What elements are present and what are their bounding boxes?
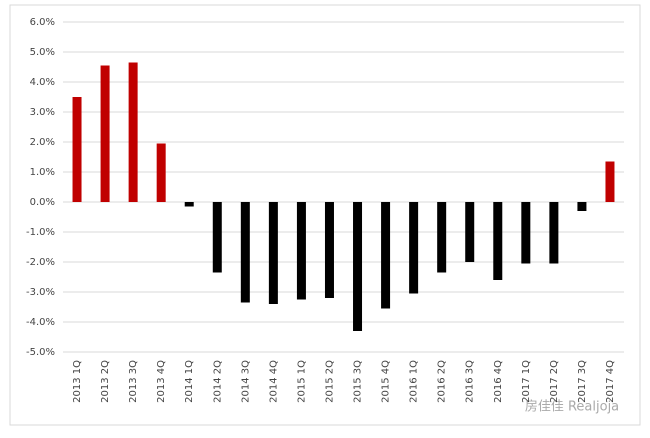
x-tick-label: 2015 2Q: [324, 360, 335, 403]
chart-frame: [9, 4, 641, 426]
x-tick-label: 2013 1Q: [72, 360, 83, 403]
x-tick-label: 2014 3Q: [240, 360, 251, 403]
x-tick-label: 2014 1Q: [184, 360, 195, 403]
bar: [381, 202, 391, 309]
bar: [128, 62, 138, 202]
y-tick-label: 5.0%: [30, 47, 55, 58]
x-tick-label: 2013 4Q: [156, 360, 167, 403]
bar: [409, 202, 419, 294]
bar: [72, 97, 82, 202]
bar: [577, 202, 587, 211]
bar: [465, 202, 475, 262]
y-tick-label: 2.0%: [30, 137, 55, 148]
x-tick-label: 2016 4Q: [493, 360, 504, 403]
x-tick-label: 2014 2Q: [212, 360, 223, 403]
bar: [268, 202, 278, 304]
x-tick-label: 2013 3Q: [128, 360, 139, 403]
y-tick-label: 6.0%: [30, 17, 55, 28]
bar: [493, 202, 503, 280]
bar: [353, 202, 363, 331]
y-tick-label: 1.0%: [30, 167, 55, 178]
x-tick-label: 2015 3Q: [353, 360, 364, 403]
x-tick-label: 2016 2Q: [437, 360, 448, 403]
y-tick-label: -5.0%: [26, 347, 55, 358]
bar: [549, 202, 559, 264]
y-tick-label: -3.0%: [26, 287, 55, 298]
x-tick-label: 2015 4Q: [381, 360, 392, 403]
x-tick-label: 2017 4Q: [605, 360, 616, 403]
bar: [605, 161, 615, 202]
bar: [437, 202, 447, 273]
bar: [156, 143, 166, 202]
y-tick-label: 0.0%: [30, 197, 55, 208]
bar: [100, 65, 110, 202]
bar: [324, 202, 334, 298]
y-tick-label: -4.0%: [26, 317, 55, 328]
y-tick-label: -1.0%: [26, 227, 55, 238]
bar: [521, 202, 531, 264]
x-tick-label: 2016 3Q: [465, 360, 476, 403]
bar: [296, 202, 306, 300]
bar: [212, 202, 222, 273]
x-tick-label: 2017 3Q: [577, 360, 588, 403]
bar: [184, 202, 194, 207]
x-tick-label: 2017 1Q: [521, 360, 532, 403]
y-tick-label: 3.0%: [30, 107, 55, 118]
x-tick-label: 2013 2Q: [100, 360, 111, 403]
x-tick-label: 2016 1Q: [409, 360, 420, 403]
y-tick-label: 4.0%: [30, 77, 55, 88]
x-tick-label: 2015 1Q: [296, 360, 307, 403]
x-tick-label: 2017 2Q: [549, 360, 560, 403]
x-tick-label: 2014 4Q: [268, 360, 279, 403]
y-tick-label: -2.0%: [26, 257, 55, 268]
bar: [240, 202, 250, 303]
watermark: 房佳佳 Realjoja: [525, 399, 619, 415]
